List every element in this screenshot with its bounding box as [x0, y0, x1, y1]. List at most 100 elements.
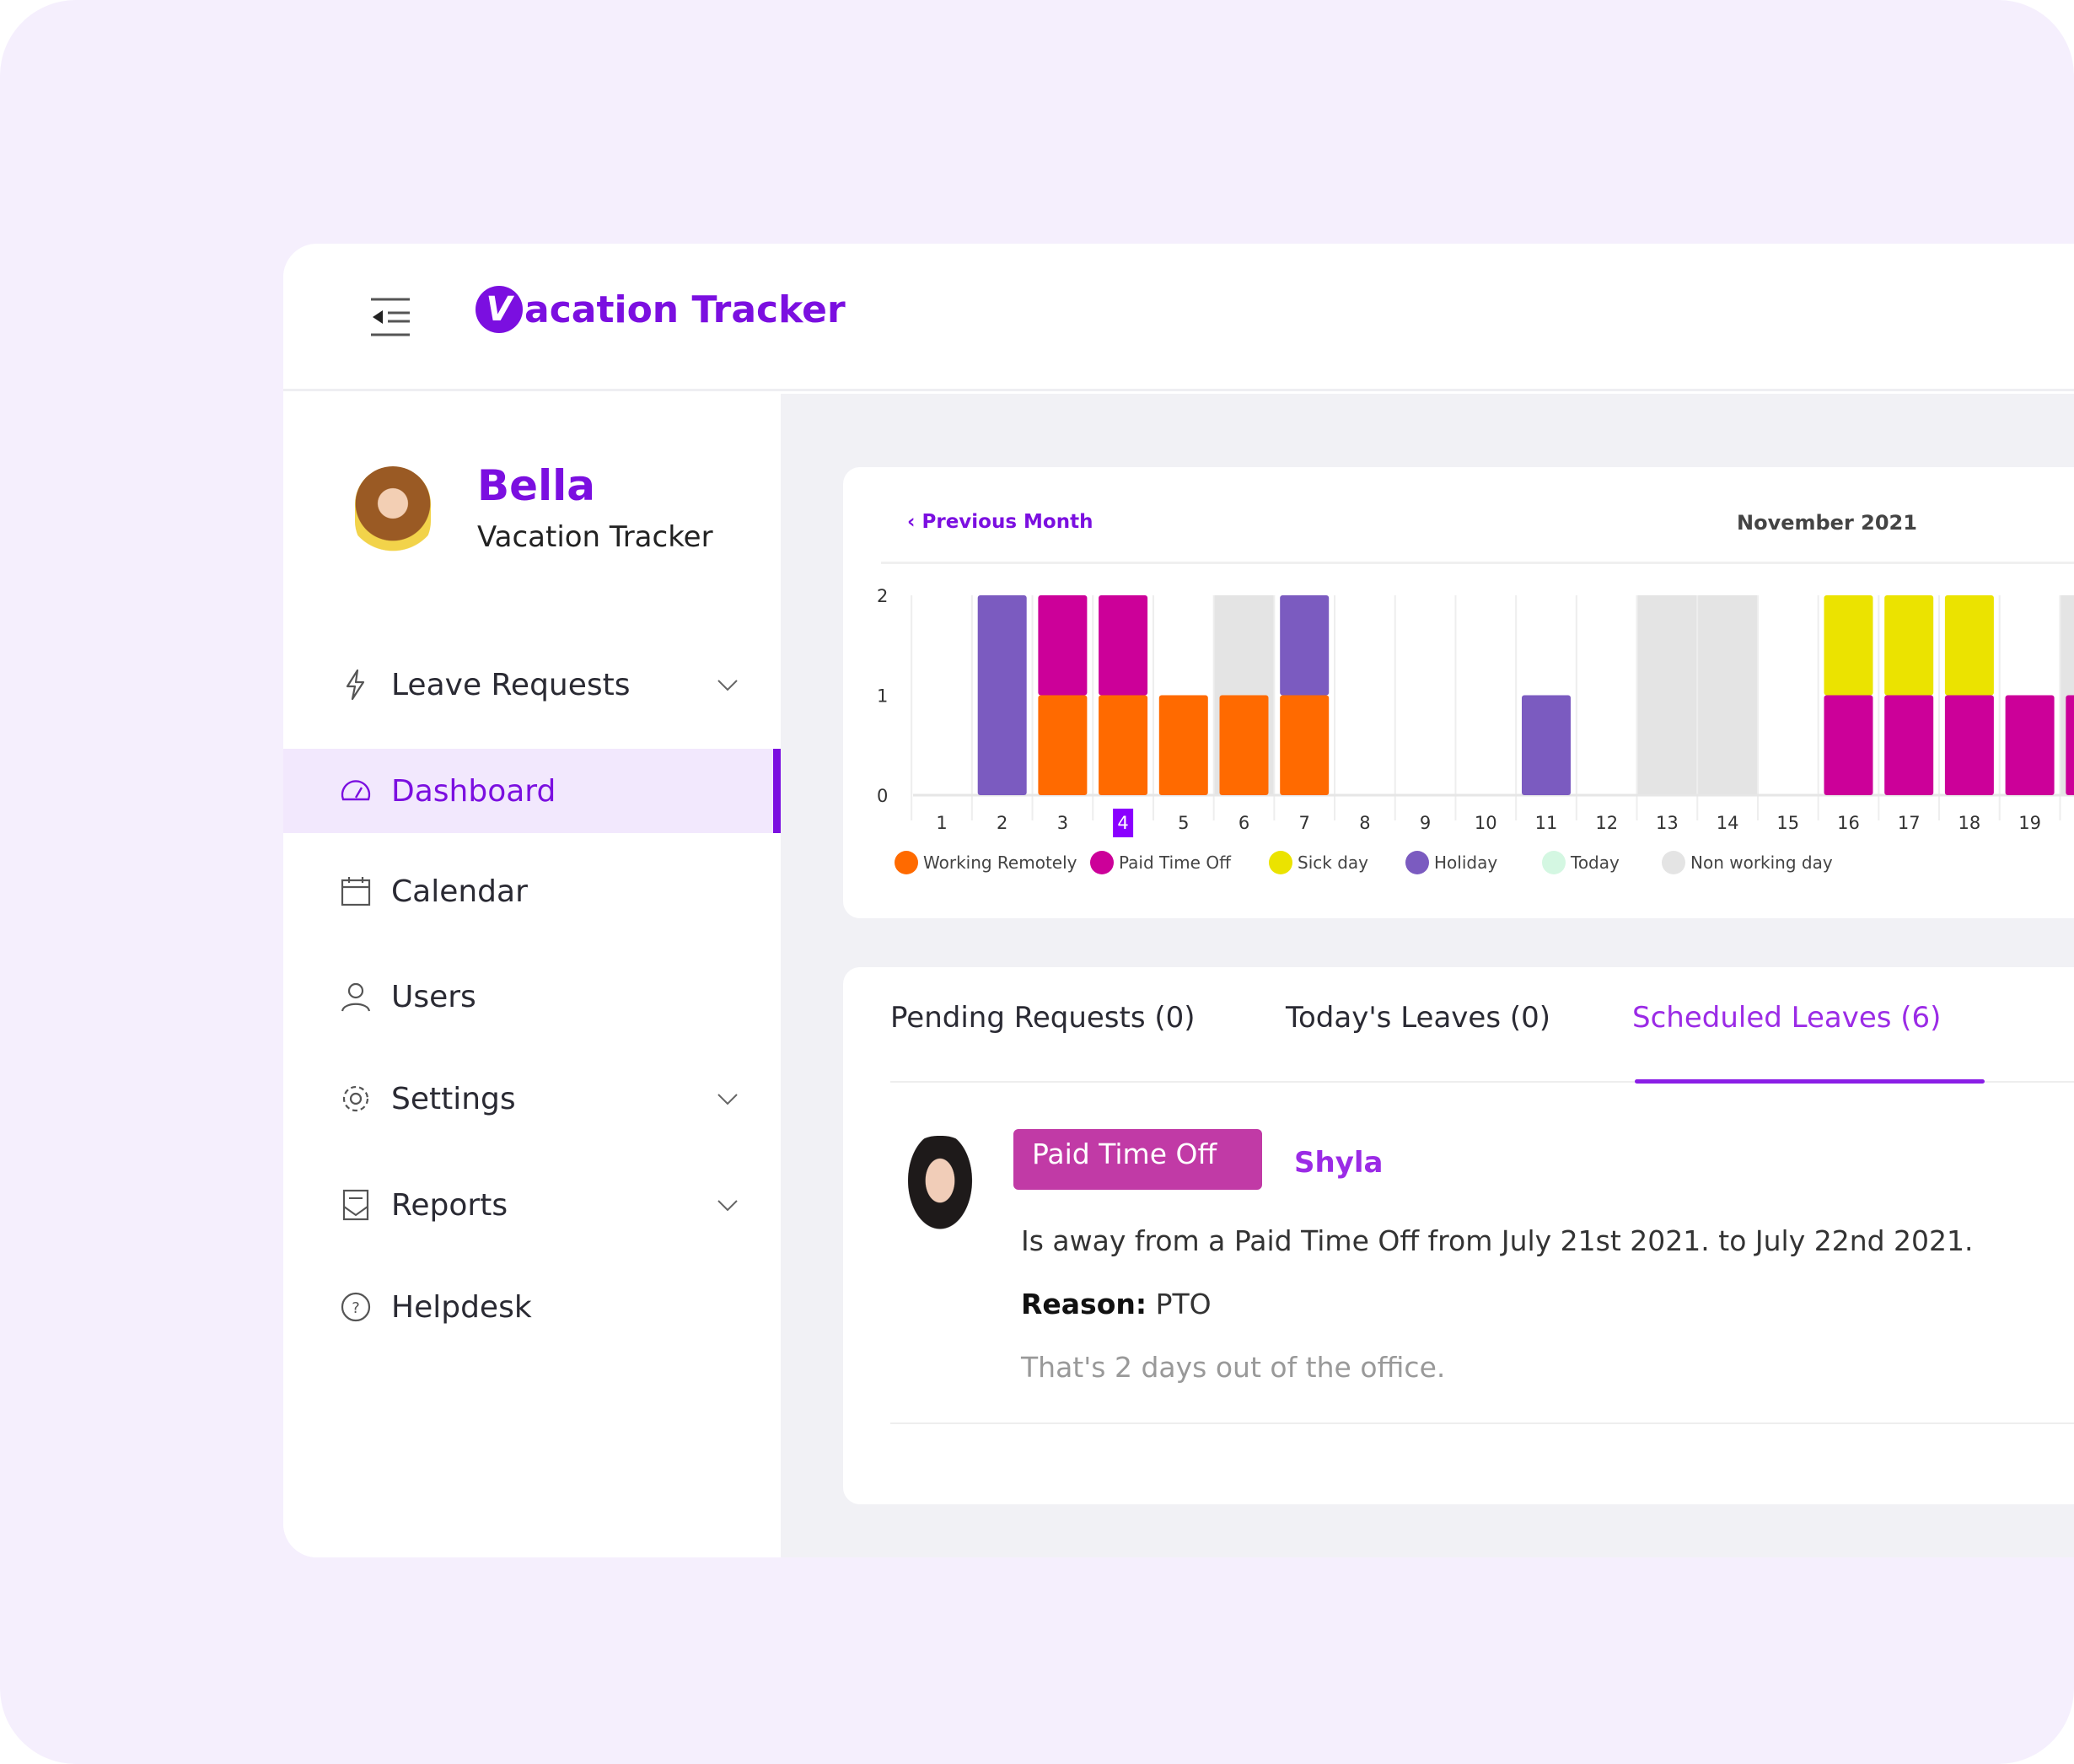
bar-holiday	[977, 595, 1027, 795]
reason-value: PTO	[1155, 1288, 1212, 1320]
avatar	[904, 1136, 976, 1235]
leave-description: Is away from a Paid Time Off from July 2…	[1021, 1224, 1974, 1257]
sidebar-item-label: Helpdesk	[391, 1289, 532, 1325]
sidebar-item-settings[interactable]: Settings	[283, 1057, 781, 1141]
previous-month-button[interactable]: ‹ Previous Month	[907, 511, 1093, 533]
sidebar-item-users[interactable]: Users	[283, 955, 781, 1039]
svg-text:?: ?	[352, 1299, 360, 1317]
calendar-icon	[341, 877, 371, 906]
sidebar-item-leave-requests[interactable]: Leave Requests	[283, 643, 781, 727]
sidebar-item-dashboard[interactable]: Dashboard	[283, 749, 781, 833]
bar-working-remotely	[1280, 695, 1330, 795]
legend-label: Today	[1570, 852, 1620, 873]
x-tick-label: 16	[1837, 813, 1860, 833]
x-tick-label: 15	[1776, 813, 1799, 833]
x-tick-label: 18	[1958, 813, 1981, 833]
bar-paid-time-off	[2005, 695, 2055, 795]
bar-paid-time-off	[1038, 595, 1088, 696]
leave-user-name[interactable]: Shyla	[1294, 1146, 1384, 1180]
x-tick-label: 4	[1117, 813, 1128, 833]
bar-paid-time-off	[2066, 695, 2074, 795]
sidebar-item-label: Calendar	[391, 874, 528, 909]
legend-swatch	[1090, 851, 1114, 874]
x-tick-label: 13	[1656, 813, 1679, 833]
tab-scheduled-leaves[interactable]: Scheduled Leaves (6)	[1632, 1001, 1942, 1035]
leaves-card: Pending Requests (0) Today's Leaves (0) …	[843, 967, 2074, 1504]
active-tab-indicator	[1635, 1079, 1985, 1084]
x-tick-label: 2	[997, 813, 1007, 833]
x-tick-label: 9	[1420, 813, 1431, 833]
x-tick-label: 17	[1898, 813, 1921, 833]
x-tick-label: 10	[1475, 813, 1497, 833]
sidebar-item-calendar[interactable]: Calendar	[283, 849, 781, 933]
profile-organization: Vacation Tracker	[477, 520, 713, 554]
help-circle-icon: ?	[341, 1292, 371, 1322]
bar-working-remotely	[1219, 695, 1269, 795]
bar-paid-time-off	[1099, 595, 1148, 696]
sidebar: Bella Vacation Tracker Leave Requests Da…	[283, 394, 781, 1557]
leave-summary: That's 2 days out of the office.	[1021, 1351, 1446, 1384]
non-working-day-band	[1697, 595, 1758, 795]
report-icon	[342, 1189, 369, 1221]
today-highlight	[1113, 809, 1134, 837]
y-tick-label: 2	[877, 586, 888, 606]
x-tick-label: 3	[1057, 813, 1068, 833]
legend-label: Holiday	[1434, 852, 1497, 873]
chevron-left-icon: ‹	[907, 511, 922, 533]
y-tick-label: 0	[877, 786, 888, 806]
tab-todays-leaves[interactable]: Today's Leaves (0)	[1286, 1001, 1551, 1035]
profile-avatar	[355, 466, 431, 559]
legend-label: Paid Time Off	[1119, 852, 1232, 873]
bar-sick-day	[1944, 595, 1994, 696]
divider	[890, 1422, 2074, 1424]
legend-label: Working Remotely	[923, 852, 1077, 873]
sidebar-item-helpdesk[interactable]: ? Helpdesk	[283, 1265, 781, 1349]
legend-swatch	[1269, 851, 1292, 874]
leave-reason: Reason: PTO	[1021, 1288, 1212, 1320]
leave-chart: 0121234567891011121314151617181920Workin…	[877, 586, 2074, 874]
legend-label: Non working day	[1690, 852, 1833, 873]
x-tick-label: 11	[1535, 813, 1558, 833]
sidebar-item-reports[interactable]: Reports	[283, 1163, 781, 1247]
chevron-down-icon[interactable]	[715, 1086, 740, 1111]
legend-swatch	[895, 851, 918, 874]
previous-month-label: Previous Month	[921, 511, 1093, 533]
bar-paid-time-off	[1824, 695, 1873, 795]
non-working-day-band	[1636, 595, 1698, 795]
tab-pending-requests[interactable]: Pending Requests (0)	[890, 1001, 1196, 1035]
leave-type-badge: Paid Time Off	[1013, 1129, 1262, 1190]
gear-icon	[342, 1085, 369, 1112]
bar-working-remotely	[1158, 695, 1208, 795]
collapse-menu-icon[interactable]	[369, 296, 411, 338]
x-tick-label: 1	[936, 813, 947, 833]
app-logo[interactable]: V acation Tracker	[476, 286, 846, 333]
bar-paid-time-off	[1884, 695, 1934, 795]
bar-holiday	[1522, 695, 1571, 795]
x-tick-label: 12	[1595, 813, 1618, 833]
y-tick-label: 1	[877, 686, 888, 707]
tab-divider	[890, 1081, 2074, 1083]
logo-mark: V	[476, 286, 523, 333]
bar-sick-day	[1884, 595, 1934, 696]
legend-swatch	[1542, 851, 1566, 874]
month-label: November 2021	[1737, 511, 1917, 535]
x-tick-label: 19	[2018, 813, 2041, 833]
chevron-down-icon[interactable]	[715, 1192, 740, 1218]
sidebar-item-label: Settings	[391, 1081, 516, 1116]
legend-swatch	[1405, 851, 1429, 874]
header: V acation Tracker	[283, 244, 2074, 391]
sidebar-item-label: Dashboard	[391, 773, 556, 809]
user-icon	[341, 982, 371, 1012]
chevron-down-icon[interactable]	[715, 672, 740, 697]
bar-working-remotely	[1038, 695, 1088, 795]
x-tick-label: 7	[1299, 813, 1310, 833]
app-window: V acation Tracker Bella Vacation Tracker…	[283, 244, 2074, 1557]
bar-holiday	[1280, 595, 1330, 696]
sidebar-item-label: Reports	[391, 1187, 508, 1223]
bar-sick-day	[1824, 595, 1873, 696]
x-tick-label: 5	[1178, 813, 1189, 833]
bar-paid-time-off	[1944, 695, 1994, 795]
